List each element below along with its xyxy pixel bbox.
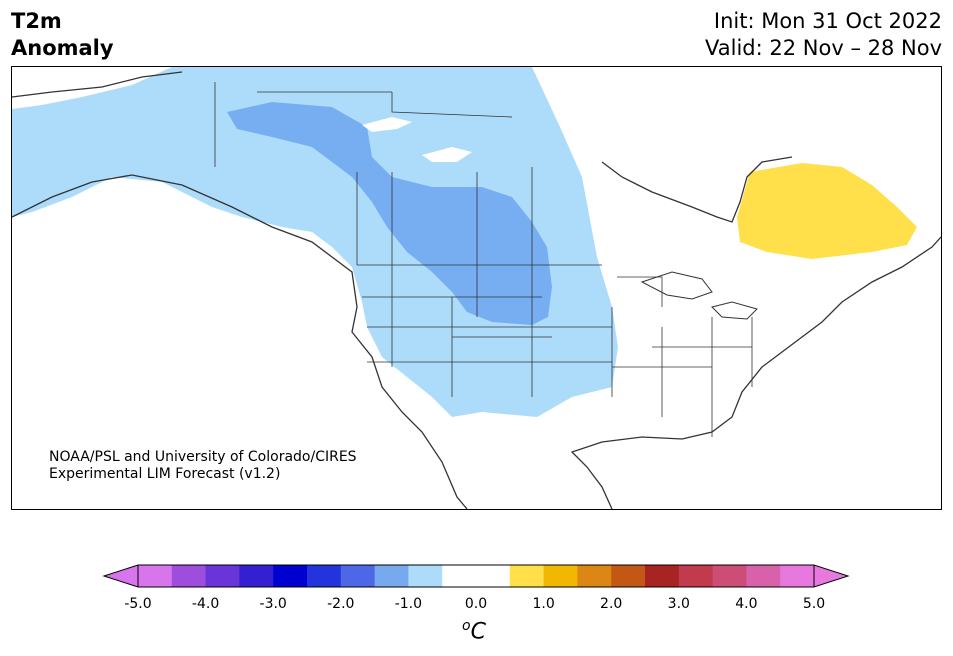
colorbar-tick-label: -4.0 [191,596,220,612]
colorbar-swatch [543,565,578,587]
colorbar-tick-label: 0.0 [464,596,488,612]
credit-text: NOAA/PSL and University of Colorado/CIRE… [49,449,357,483]
map-title: T2m Anomaly [11,8,114,62]
colorbar-tick-label: -2.0 [327,596,355,612]
colorbar-tick-label: 5.0 [802,596,826,612]
anomaly-region-medium-blue [227,102,552,325]
colorbar-min-extension [102,564,139,588]
colorbar-tick-label: 2.0 [600,596,623,612]
colorbar-swatch [780,565,815,587]
unit-superscript: o [462,618,471,634]
colorbar-swatch [712,565,747,587]
colorbar [0,560,953,656]
colorbar-tick-label: -1.0 [394,596,423,612]
colorbar-swatch [340,565,376,587]
colorbar-swatch [138,565,173,587]
colorbar-border [137,564,815,588]
colorbar-tick-label: 1.0 [532,596,555,612]
colorbar-swatch [577,565,612,587]
coastline [12,71,941,509]
great-lakes [640,271,758,320]
colorbar-swatch [374,565,409,587]
colorbar-swatch [746,565,781,587]
colorbar-swatch [408,565,443,587]
colorbar-swatch [171,565,207,587]
colorbar-swatch [307,565,342,587]
northern-lakes [362,117,472,162]
colorbar-swatch [273,565,308,587]
map-svg [12,67,941,509]
colorbar-swatch [442,565,477,587]
colorbar-tick-label: 4.0 [735,596,758,612]
colorbar-swatch [239,565,274,587]
title-line-2: Anomaly [11,36,114,60]
credit-line-2: Experimental LIM Forecast (v1.2) [49,466,281,482]
colorbar-tick-label: 3.0 [667,596,690,612]
colorbar-tick-label: -3.0 [259,596,287,612]
colorbar-swatch [205,565,240,587]
anomaly-region-yellow [737,163,917,259]
colorbar-unit: oC [462,618,486,644]
forecast-dates: Init: Mon 31 Oct 2022 Valid: 22 Nov – 28… [705,8,942,62]
colorbar-svg [102,564,850,588]
anomaly-map: NOAA/PSL and University of Colorado/CIRE… [11,66,942,510]
colorbar-max-extension [813,564,850,588]
colorbar-swatch [476,565,511,587]
title-line-1: T2m [11,9,62,33]
colorbar-tick-label: -5.0 [124,596,152,612]
init-date: Init: Mon 31 Oct 2022 [713,9,942,33]
borders [214,82,753,437]
colorbar-swatch [509,565,545,587]
colorbar-swatch [611,565,646,587]
credit-line-1: NOAA/PSL and University of Colorado/CIRE… [49,449,357,465]
colorbar-swatch [678,565,714,587]
unit-base: C [470,619,486,645]
colorbar-swatch [645,565,680,587]
valid-range: Valid: 22 Nov – 28 Nov [705,36,942,60]
